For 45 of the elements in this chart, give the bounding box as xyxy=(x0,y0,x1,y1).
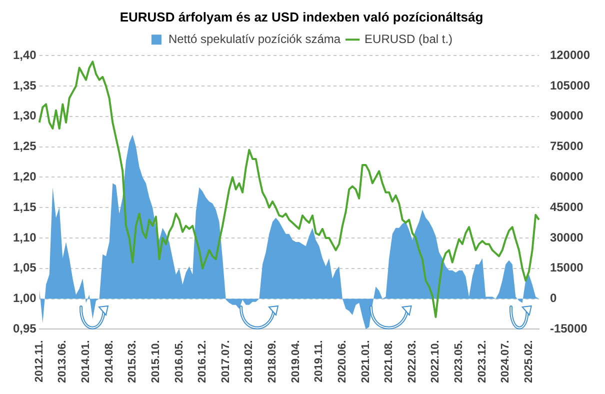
y-tick-label: 1,25 xyxy=(12,139,37,154)
legend-label: Nettó spekulatív pozíciók száma xyxy=(168,32,341,46)
y-tick-label: 1,35 xyxy=(12,78,37,92)
x-tick-label: 2018.02. xyxy=(243,340,256,384)
y-tick-label: 0,95 xyxy=(12,321,37,336)
x-tick-label: 2016.05. xyxy=(173,340,186,384)
x-tick-label: 2024.07. xyxy=(500,340,512,384)
x-tick-label: 2019.11. xyxy=(313,340,326,382)
x-tick-label: 2019.04. xyxy=(290,340,302,384)
x-tick-label: 2015.03. xyxy=(126,340,139,384)
y2-tick-label: 45000 xyxy=(550,200,584,214)
x-tick-label: 2014.08. xyxy=(103,340,116,384)
y2-tick-label: 15000 xyxy=(550,260,584,275)
x-tick-label: 2022.03. xyxy=(406,340,418,384)
x-tick-label: 2012.11. xyxy=(33,340,46,382)
y-tick-label: 1,20 xyxy=(12,170,37,184)
x-tick-label: 2022.10. xyxy=(430,340,442,384)
x-tick-label: 2021.01. xyxy=(360,340,372,384)
x-tick-label: 2016.12. xyxy=(196,340,209,384)
x-tick-label: 2015.10. xyxy=(150,340,162,384)
x-tick-label: 2013.06. xyxy=(56,340,69,384)
y-tick-label: 1,15 xyxy=(12,200,37,214)
x-tick-label: 2021.08. xyxy=(383,340,396,384)
x-tick-label: 2023.05. xyxy=(453,340,466,384)
y-tick-label: 1,05 xyxy=(12,260,37,275)
y2-tick-label: 30000 xyxy=(550,230,584,244)
x-tick-label: 2018.09. xyxy=(266,340,279,384)
chart-title: EURUSD árfolyam és az USD indexben való pozícionáltság xyxy=(120,9,484,24)
y2-tick-label: 90000 xyxy=(550,108,584,123)
x-tick-label: 2025.02. xyxy=(522,340,535,384)
y-tick-label: 1,10 xyxy=(12,230,37,244)
y2-tick-label: 0 xyxy=(550,291,557,306)
x-tick-label: 2020.06. xyxy=(336,340,348,384)
y-tick-label: 1,30 xyxy=(12,108,37,123)
y2-tick-label: 75000 xyxy=(550,139,584,154)
y-tick-label: 1,40 xyxy=(12,48,37,62)
y-tick-label: 1,00 xyxy=(12,291,37,306)
x-tick-label: 2017.07. xyxy=(220,340,232,384)
x-tick-label: 2014.01. xyxy=(80,340,92,384)
legend-label: EURUSD (bal t.) xyxy=(364,32,453,46)
y2-tick-label: 60000 xyxy=(550,170,584,184)
y2-tick-label: 120000 xyxy=(550,48,590,62)
y2-tick-label: 105000 xyxy=(550,78,590,92)
y2-tick-label: -15000 xyxy=(550,321,588,336)
x-tick-label: 2023.12. xyxy=(476,340,488,384)
